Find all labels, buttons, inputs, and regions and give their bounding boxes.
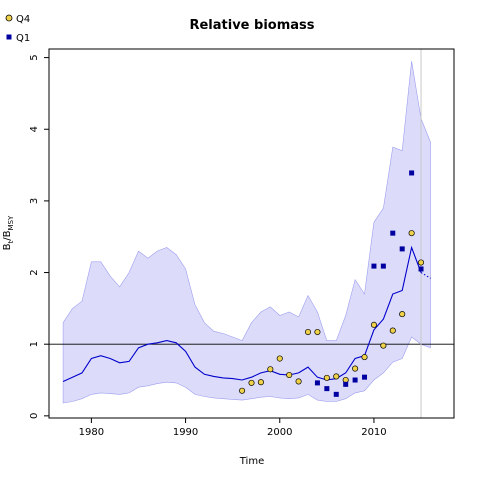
x-axis: 1980 1990 2000 2010 (79, 418, 387, 438)
point-q1 (324, 386, 330, 392)
point-q4 (408, 230, 415, 237)
y-tick-label: 2 (29, 269, 40, 275)
point-q4 (370, 321, 377, 328)
plot-frame (48, 48, 455, 419)
legend-q1-marker (6, 34, 12, 40)
y-tick-label: 1 (29, 341, 40, 347)
x-axis-label: Time (239, 456, 264, 467)
y-tick-label: 4 (29, 126, 40, 132)
confidence-band (62, 61, 431, 404)
y-axis: 0 1 2 3 4 5 (29, 54, 49, 419)
point-q4 (333, 373, 340, 380)
point-q4 (248, 379, 255, 386)
point-q4 (239, 387, 246, 394)
x-tick-label: 1980 (79, 427, 104, 438)
index-points-group (239, 170, 425, 397)
point-q1 (362, 374, 368, 380)
point-q4 (304, 328, 312, 336)
point-q1 (380, 263, 386, 269)
point-q4 (417, 259, 425, 266)
y-axis-label-sub-msy: MSY (7, 215, 15, 230)
point-q4 (276, 355, 283, 362)
point-q1 (314, 380, 320, 386)
y-tick-label: 0 (29, 413, 40, 419)
point-q4 (352, 365, 359, 372)
point-q4 (323, 374, 330, 381)
point-q1 (371, 263, 377, 269)
point-q4 (267, 366, 274, 373)
median-biomass-line (62, 245, 422, 383)
median-line-group (62, 245, 431, 383)
point-q4 (295, 378, 302, 385)
point-q1 (390, 230, 396, 236)
legend-q1-label: Q1 (16, 33, 30, 44)
x-tick-label: 2010 (361, 427, 386, 438)
confidence-band-group (62, 61, 431, 404)
point-q1 (418, 266, 424, 272)
point-q1 (343, 381, 349, 387)
point-q1 (352, 377, 358, 383)
point-q4 (286, 371, 293, 379)
point-q4 (380, 342, 387, 349)
point-q4 (389, 327, 396, 334)
x-tick-label: 2000 (267, 427, 292, 438)
point-q4 (314, 328, 321, 336)
point-q4 (257, 379, 264, 386)
point-q1 (333, 391, 339, 397)
y-axis-label-sub-t: t (7, 240, 15, 243)
x-tick-label: 1990 (173, 427, 198, 438)
point-q4 (361, 354, 368, 361)
point-q4 (399, 311, 406, 318)
legend: Q4 Q1 (5, 14, 30, 44)
y-axis-label-b: B (2, 243, 13, 250)
y-axis-label: Bt/BMSY (2, 215, 15, 250)
chart-title: Relative biomass (189, 18, 314, 33)
reference-lines-group (49, 49, 454, 418)
point-q1 (409, 170, 415, 176)
y-tick-label: 5 (29, 54, 40, 60)
legend-q4-marker (5, 14, 13, 22)
legend-q4-label: Q4 (16, 14, 30, 25)
y-tick-label: 3 (29, 198, 40, 204)
y-axis-label-slash-b: /B (2, 230, 13, 240)
point-q1 (399, 246, 405, 252)
